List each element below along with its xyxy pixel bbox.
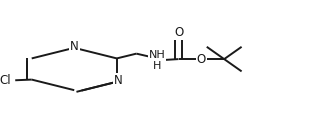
Text: NH
H: NH H xyxy=(148,50,165,71)
Text: O: O xyxy=(174,26,183,39)
Text: Cl: Cl xyxy=(0,74,11,87)
Text: O: O xyxy=(197,53,206,66)
Text: N: N xyxy=(70,40,79,53)
Text: N: N xyxy=(114,74,123,87)
